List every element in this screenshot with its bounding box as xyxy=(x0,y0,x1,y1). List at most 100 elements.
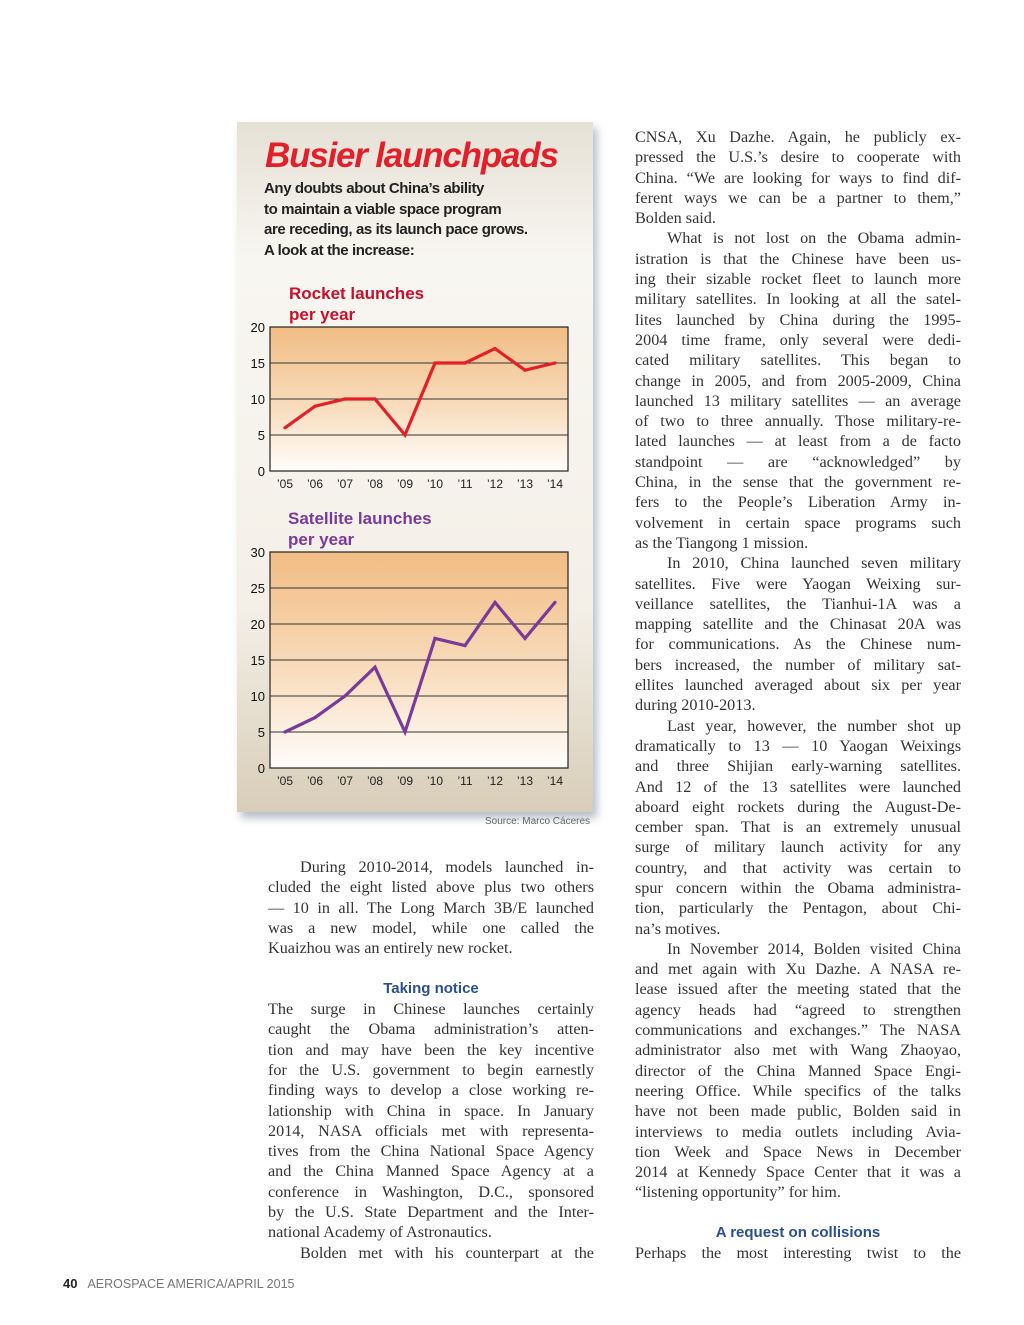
x-tick-label: ’05 xyxy=(277,774,293,788)
data-point xyxy=(553,361,557,365)
y-tick-label: 5 xyxy=(258,428,265,443)
paragraph-line: CNSA, Xu Dazhe. Again, he publicly ex- xyxy=(635,128,961,146)
y-tick-label: 15 xyxy=(251,653,265,668)
paragraph-line: spur concern within the Obama administra… xyxy=(635,878,961,897)
paragraph-line: China, in the sense that the government … xyxy=(635,473,961,492)
subtitle-line: Any doubts about China’s ability xyxy=(264,180,484,197)
paragraph-line: as the Tiangong 1 mission. xyxy=(635,533,809,552)
sidebar-title: Busier launchpads xyxy=(265,136,559,175)
data-point xyxy=(283,426,287,430)
paragraph-line: cated military satellites. This began to xyxy=(635,351,961,370)
paragraph-line: 2014 at Kennedy Space Center that it was… xyxy=(635,1163,961,1182)
y-tick-label: 15 xyxy=(251,356,265,371)
paragraph-line: Perhaps the most interesting twist to th… xyxy=(635,1244,961,1263)
paragraph-line: director of the China Manned Space Engi- xyxy=(635,1061,961,1080)
y-tick-label: 10 xyxy=(251,689,265,704)
paragraph-line: 2014, NASA officials met with representa… xyxy=(268,1121,594,1140)
paragraph-line: of two to three annually. Those military… xyxy=(635,412,961,431)
paragraph-line: And 12 of the 13 satellites were launche… xyxy=(635,777,961,796)
y-tick-label: 30 xyxy=(251,545,265,560)
paragraph-line: administrator also met with Wang Zhaoyao… xyxy=(635,1041,961,1060)
y-tick-label: 0 xyxy=(258,464,265,479)
data-point xyxy=(493,347,497,351)
paragraph-line: tion Week and Space News in December xyxy=(635,1142,961,1161)
x-tick-label: ’14 xyxy=(547,774,563,788)
data-point xyxy=(493,600,497,605)
data-point xyxy=(343,694,347,698)
paragraph-line: lated launches — at least from a de fact… xyxy=(635,432,961,451)
data-point xyxy=(373,665,377,669)
paragraph-line: launched 13 military satellites — an ave… xyxy=(635,391,961,410)
paragraph-line: ferent ways we can be a partner to them,… xyxy=(635,188,961,207)
paragraph-line: and the China Manned Space Agency at a xyxy=(268,1162,594,1181)
data-point xyxy=(313,716,317,720)
x-tick-label: ’08 xyxy=(367,477,383,491)
y-tick-label: 0 xyxy=(258,761,265,776)
y-tick-label: 20 xyxy=(251,617,265,632)
paragraph-line: interviews to media outlets including Av… xyxy=(635,1122,961,1141)
paragraph-line: neering Office. While specifics of the t… xyxy=(635,1081,961,1100)
data-point xyxy=(553,600,557,605)
paragraph-line: agency heads had “agreed to strengthen xyxy=(635,1000,961,1019)
paragraph-line: China. “We are looking for ways to find … xyxy=(635,168,961,187)
publication-name: AEROSPACE AMERICA/APRIL 2015 xyxy=(87,1277,295,1291)
chart-title-line: Satellite launches xyxy=(288,509,432,528)
x-tick-label: ’07 xyxy=(337,774,353,788)
paragraph-line: Bolden met with his counterpart at the xyxy=(300,1243,594,1262)
paragraph-line: dramatically to 13 — 10 Yaogan Weixings xyxy=(635,736,961,755)
paragraph-line: Last year, however, the number shot up xyxy=(667,716,961,735)
x-tick-label: ’09 xyxy=(397,774,413,788)
spacer xyxy=(268,958,594,978)
paragraph-line: and three Shijian early-warning satellit… xyxy=(635,757,961,776)
paragraph-line: During 2010-2014, models launched in- xyxy=(300,858,594,876)
y-tick-label: 25 xyxy=(251,581,265,596)
data-point xyxy=(283,730,287,734)
subtitle-line: A look at the increase: xyxy=(264,241,415,259)
paragraph-line: Kuaizhou was an entirely new rocket. xyxy=(268,939,513,958)
section-heading: Taking notice xyxy=(383,979,479,997)
paragraph-line: bers increased, the number of military s… xyxy=(635,655,961,674)
rocket-chart-title: Rocket launches per year xyxy=(289,283,424,325)
x-tick-label: ’07 xyxy=(337,477,353,491)
page-footer: 40 AEROSPACE AMERICA/APRIL 2015 xyxy=(63,1276,295,1291)
data-point xyxy=(433,361,437,365)
x-tick-label: ’11 xyxy=(457,774,472,788)
paragraph-line: communications and exchanges.” The NASA xyxy=(635,1021,961,1040)
paragraph-line: cember span. That is an extremely unusua… xyxy=(635,818,961,837)
paragraph-line: cluded the eight listed above plus two o… xyxy=(268,878,594,897)
paragraph-line: aboard eight rockets during the August-D… xyxy=(635,797,961,816)
paragraph-line: What is not lost on the Obama admin- xyxy=(667,229,961,248)
paragraph-line: standpoint — are “acknowledged” by xyxy=(635,452,961,471)
series-line xyxy=(284,599,557,737)
paragraph-line: lationship with China in space. In Janua… xyxy=(268,1101,594,1120)
paragraph-line: volvement in certain space programs such xyxy=(635,513,961,532)
paragraph-line: The surge in Chinese launches certainly xyxy=(268,1000,594,1019)
data-point xyxy=(463,361,467,365)
x-tick-label: ’10 xyxy=(427,477,443,491)
paragraph-line: ing their sizable rocket fleet to launch… xyxy=(635,270,961,289)
paragraph-line: tion and may have been the key incentive xyxy=(268,1040,594,1059)
paragraph-line: lease issued after the meeting stated th… xyxy=(635,980,961,999)
paragraph-line: fers to the People’s Liberation Army in- xyxy=(635,493,961,512)
y-tick-label: 5 xyxy=(258,725,265,740)
paragraph-line: tives from the China National Space Agen… xyxy=(268,1142,594,1161)
paragraph-line: lites launched by China during the 1995- xyxy=(635,310,961,329)
x-tick-label: ’11 xyxy=(457,477,472,491)
page-number: 40 xyxy=(63,1276,78,1291)
x-tick-label: ’12 xyxy=(487,477,503,491)
x-tick-label: ’08 xyxy=(367,774,383,788)
paragraph-line: during 2010-2013. xyxy=(635,696,756,715)
y-tick-label: 10 xyxy=(251,392,265,407)
x-tick-label: ’09 xyxy=(397,477,413,491)
paragraph-line: national Academy of Astronautics. xyxy=(268,1223,492,1242)
x-tick-label: ’12 xyxy=(487,774,503,788)
paragraph-line: — 10 in all. The Long March 3B/E launche… xyxy=(268,898,594,917)
x-tick-label: ’13 xyxy=(517,774,533,788)
paragraph-line: for the U.S. government to begin earnest… xyxy=(268,1060,594,1079)
data-point xyxy=(373,397,377,401)
paragraph-line: mapping satellite and the Chinasat 20A w… xyxy=(635,615,961,634)
paragraph-line: for communications. As the Chinese num- xyxy=(635,635,961,654)
paragraph-line: pressed the U.S.’s desire to cooperate w… xyxy=(635,148,961,167)
data-point xyxy=(433,636,437,641)
left-column: During 2010-2014, models launched in-clu… xyxy=(268,857,594,1263)
